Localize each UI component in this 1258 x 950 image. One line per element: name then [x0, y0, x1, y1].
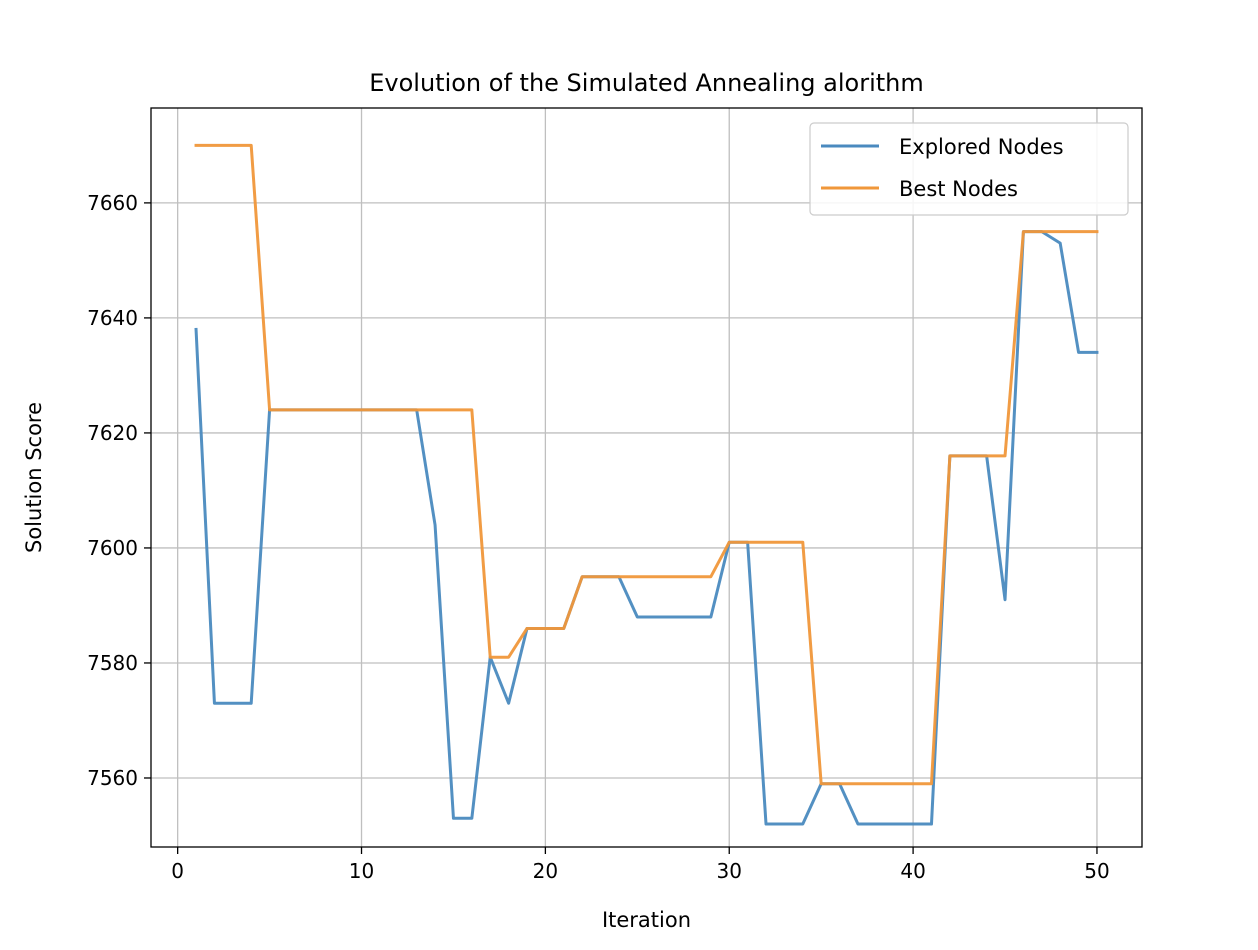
x-axis: 0 10 20 30 40 50 — [171, 847, 1110, 883]
y-tick-label: 7580 — [87, 651, 138, 675]
y-tick-label: 7640 — [87, 306, 138, 330]
series-lines — [194, 143, 1099, 826]
x-tick-label: 40 — [900, 859, 925, 883]
chart-title: Evolution of the Simulated Annealing alo… — [369, 69, 924, 97]
legend-box — [809, 122, 1129, 216]
y-axis: 7560 7580 7600 7620 7640 7660 — [87, 191, 151, 790]
x-tick-label: 30 — [717, 859, 742, 883]
x-tick-label: 0 — [171, 859, 184, 883]
legend-label-explored-nodes: Explored Nodes — [899, 135, 1064, 159]
x-axis-title: Iteration — [602, 908, 691, 932]
x-tick-label: 20 — [533, 859, 558, 883]
y-tick-label: 7600 — [87, 536, 138, 560]
legend: Explored Nodes Best Nodes — [809, 122, 1129, 216]
y-tick-label: 7560 — [87, 766, 138, 790]
y-tick-label: 7660 — [87, 191, 138, 215]
legend-label-best-nodes: Best Nodes — [899, 177, 1018, 201]
y-axis-title: Solution Score — [22, 402, 46, 553]
series-line-best-nodes — [194, 143, 1099, 786]
grid-lines — [151, 108, 1142, 847]
plot-frame — [150, 107, 1143, 848]
x-tick-label: 10 — [349, 859, 374, 883]
x-tick-label: 50 — [1084, 859, 1109, 883]
y-tick-label: 7620 — [87, 421, 138, 445]
